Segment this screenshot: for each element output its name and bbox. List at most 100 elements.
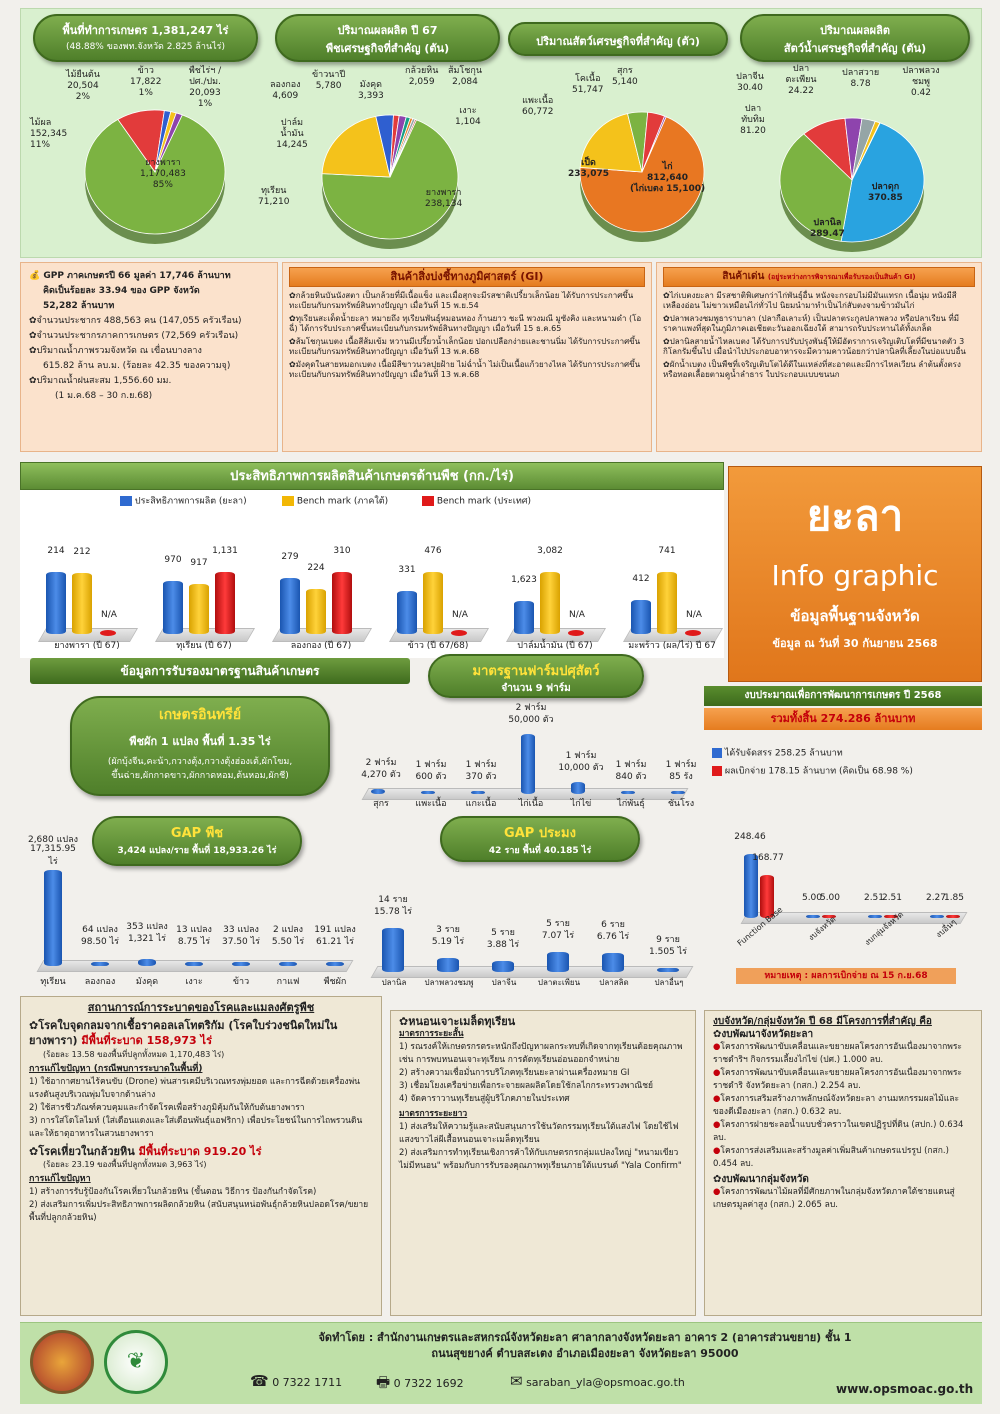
gap-fish-bar	[602, 953, 624, 972]
agri-area-title: พื้นที่ทำการเกษตร 1,381,247 ไร่	[62, 24, 229, 37]
projects-title: งบจังหวัด/กลุ่มจังหวัด ปี 68 มีโครงการที…	[713, 1016, 932, 1027]
pie3-label-chicken: ไก่ 812,640 (ไก่เบตง 15,100)	[630, 162, 706, 194]
bar-value-label: 248.46	[734, 832, 766, 842]
pie1-label-rubber: ยางพารา 1,170,483 85%	[140, 158, 186, 190]
bar-value-label: 5.00	[801, 893, 823, 903]
eff-legend-country: Bench mark (ประเทศ)	[422, 496, 531, 508]
bar-value-label: 224	[307, 563, 325, 574]
fish-title-pill: ปริมาณผลผลิต สัตว์น้ำเศรษฐกิจที่สำคัญ (ต…	[740, 14, 970, 62]
pie4-label-carp: ปลาจีน 30.40	[736, 72, 764, 93]
na-marker	[451, 630, 467, 636]
disease-fix2-title: การแก้ไขปัญหา	[29, 1174, 91, 1184]
category-label: ลองกอง	[84, 977, 116, 987]
budget-bar	[760, 874, 774, 918]
bar-value-label: 1 ฟาร์ม	[665, 760, 697, 770]
budget-bar	[884, 915, 898, 918]
gpp-box: 💰 GPP ภาคเกษตรปี 66 มูลค่า 17,746 ล้านบา…	[20, 262, 278, 452]
bar-value-label: 214	[47, 546, 65, 556]
gap-fish-pill: GAP ประมง 42 ราย พื้นที่ 40.185 ไร่	[440, 816, 640, 862]
pie4-label-tilapia: ปลานิล 289.47	[810, 218, 845, 239]
efficiency-bar	[540, 572, 560, 634]
footer-phone: ☎ 0 7322 1711	[250, 1372, 343, 1390]
category-label: ยางพารา (ปี 67)	[54, 641, 120, 651]
pie-slice-0	[840, 122, 925, 243]
top-pies-svg	[84, 109, 925, 252]
budget-title: งบประมาณเพื่อการพัฒนาการเกษตร ปี 2568	[704, 686, 982, 706]
agri-area-sub: (48.88% ของพท.จังหวัด 2.825 ล้านไร่)	[66, 42, 225, 52]
pie-slice-1	[779, 133, 853, 242]
pie3-label-pig: สุกร 5,140	[612, 66, 638, 87]
bar-value-label: 4,270 ตัว	[361, 769, 401, 780]
bar-value-label: 1,623	[511, 575, 537, 586]
disease-fix1-item: 3) การใส่โดโลไมท์ (ใส่เดือนแดงและใส่เดือ…	[29, 1116, 363, 1139]
bar-value-label: 353 แปลง	[126, 921, 168, 932]
disease-fix1-title: การแก้ไขปัญหา (กรณีพบการระบาดในพื้นที่)	[29, 1064, 203, 1074]
printer-icon: 🖶	[376, 1373, 391, 1391]
pie4-label-taphian: ปลาตะเพียน 24.22	[785, 64, 817, 96]
bar-value-label: 370 ตัว	[465, 772, 497, 782]
bar-value-label: 5.00	[819, 893, 841, 903]
category-label: มังคุด	[135, 977, 159, 987]
bar-value-label: N/A	[452, 610, 468, 620]
budget-bar	[868, 915, 882, 918]
featured-item: ✿ปลานิลสายน้ำไหลเบตง ได้รับการปรับปรุงพั…	[663, 337, 966, 356]
bar-value-label: 5 ราย	[491, 928, 515, 939]
yala-province-seal	[30, 1330, 94, 1394]
gpp-line-7: ✿ปริมาณน้ำฝนสะสม 1,556.60 มม.	[29, 376, 172, 386]
pie-slice-0	[579, 116, 705, 233]
bar-value-label: 840 ตัว	[615, 772, 647, 782]
disease-fix2-item: 2) ส่งเสริมการเพิ่มประสิทธิภาพการผลิตกล้…	[29, 1200, 369, 1223]
gi-item: ✿มังคุดในสายหมอกเบตง เนื้อมีสีขาวนวลปุยฝ…	[289, 360, 641, 379]
disease-fix2-item: 1) สร้างการรับรู้ป้องกันโรคเหี่ยวในกล้วย…	[29, 1187, 317, 1197]
budget-bar	[946, 915, 960, 918]
bar-value-label: 3.88 ไร่	[486, 940, 520, 951]
bar-value-label: 1.85	[943, 893, 965, 903]
eff-legend-yala: ประสิทธิภาพการผลิต (ยะลา)	[120, 496, 247, 508]
projects-prov-item: ●โครงการพัฒนาขับเคลื่อนและขยายผลโครงการอ…	[713, 1068, 962, 1091]
eff-legend-south: Bench mark (ภาคใต้)	[282, 496, 388, 508]
efficiency-chart-area	[20, 490, 724, 658]
livestock-std-pill: มาตรฐานฟาร์มปศุสัตว์ จำนวน 9 ฟาร์ม	[428, 654, 644, 698]
pie2-label-mangosteen: มังคุด 3,393	[358, 80, 384, 101]
category-label: แพะเนื้อ	[415, 799, 447, 809]
fish-title-2: สัตว์น้ำเศรษฐกิจที่สำคัญ (ตัน)	[783, 42, 927, 55]
borer-short-item: 3) เชื่อมโยงเครือข่ายเพื่อกระจายผลผลิตโด…	[399, 1081, 653, 1091]
projects-group-title: ✿งบพัฒนากลุ่มจังหวัด	[713, 1174, 809, 1185]
category-label: ชันโรง	[667, 799, 695, 809]
category-label: พืชผัก	[323, 977, 347, 987]
bar-value-label: 5 ราย	[546, 919, 570, 930]
category-label: ปลาตะเพียน	[537, 978, 581, 987]
bar-value-label: 412	[632, 573, 650, 584]
bar-value-label: 37.50 ไร่	[222, 937, 260, 947]
borer-long-title: มาตรการระยะยาว	[399, 1109, 468, 1119]
pie2-label-durian: ทุเรียน 71,210	[258, 186, 290, 207]
gap-plant-bar	[138, 958, 156, 966]
livestock-bar	[621, 791, 635, 794]
livestock-std-count: จำนวน 9 ฟาร์ม	[501, 683, 571, 694]
bar-value-label: 1 ฟาร์ม	[615, 760, 647, 770]
bar-value-label: 6 ราย	[601, 920, 625, 931]
bar-value-label: 1 ฟาร์ม	[415, 760, 447, 770]
phone-icon: ☎	[250, 1372, 269, 1390]
gi-item: ✿ทุเรียนสะเด็ดน้ำยะลา หมายถึง ทุเรียนพัน…	[289, 314, 642, 333]
bar-value-label: 5.50 ไร่	[271, 937, 305, 947]
bar-value-label: 8.75 ไร่	[177, 937, 211, 947]
organic-line1: พืชผัก 1 แปลง พื้นที่ 1.35 ไร่	[129, 735, 271, 748]
yala-sub2: ข้อมูลพื้นฐานจังหวัด	[790, 607, 920, 625]
category-label: ปาล์มน้ำมัน (ปี 67)	[517, 641, 593, 651]
bar-value-label: 6.76 ไร่	[596, 932, 630, 943]
bar-value-label: 2.51	[881, 893, 903, 903]
bar-value-label: 64 แปลง	[82, 925, 118, 935]
gi-item: ✿กล้วยหินบันนังสตา เป็นกล้วยที่มีเนื้อแข…	[289, 291, 634, 310]
livestock-bar	[521, 734, 535, 794]
gpp-line-5: ✿ปริมาณน้ำภาพรวมจังหวัด ณ เขื่อนบางลาง	[29, 346, 202, 356]
bar-value-label: 2 ฟาร์ม	[515, 703, 547, 713]
pie4-label-catfish: ปลาดุก 370.85	[868, 182, 903, 203]
gap-plant-pill: GAP พืช 3,424 แปลง/ราย พื้นที่ 18,933.26…	[92, 816, 302, 866]
footer-email[interactable]: ✉ saraban_yla@opsmoac.go.th	[510, 1372, 685, 1390]
cert-title: ข้อมูลการรับรองมาตรฐานสินค้าเกษตร	[30, 658, 410, 684]
na-marker	[568, 630, 584, 636]
pie1-label-rice: ข้าว 17,822 1%	[130, 66, 162, 98]
projects-box: งบจังหวัด/กลุ่มจังหวัด ปี 68 มีโครงการที…	[704, 1010, 982, 1316]
footer-website[interactable]: www.opsmoac.go.th	[836, 1382, 974, 1396]
